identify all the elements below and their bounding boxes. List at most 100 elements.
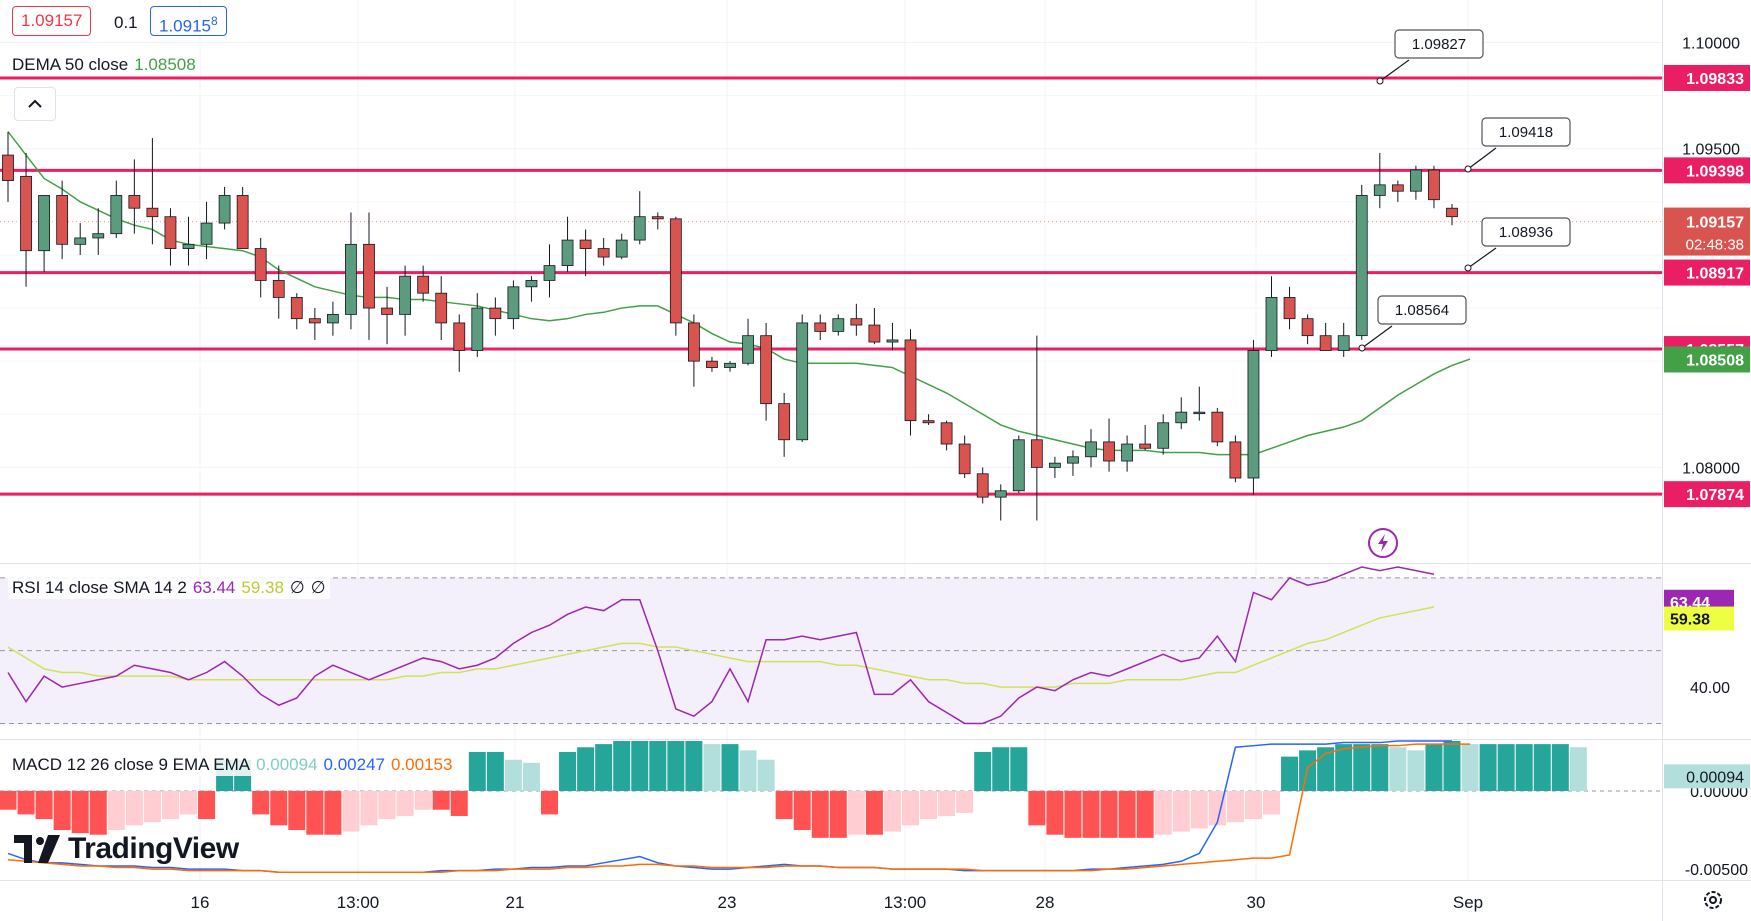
candle xyxy=(832,314,845,336)
macd-histogram-bar xyxy=(414,790,432,810)
macd-histogram-bar xyxy=(721,744,739,791)
time-axis-tick: 16 xyxy=(191,893,210,912)
candle xyxy=(290,293,303,330)
macd-histogram-bar xyxy=(0,790,17,810)
candle-body xyxy=(218,195,231,224)
macd-histogram-bar xyxy=(956,790,974,813)
macd-histogram-bar xyxy=(53,790,71,831)
candle xyxy=(435,276,448,340)
candle xyxy=(1157,414,1170,455)
macd-histogram-bar xyxy=(1010,747,1028,791)
price-callout: 1.08564 xyxy=(1358,295,1467,352)
macd-signal-line xyxy=(7,743,1471,873)
callout-leader xyxy=(1467,147,1497,170)
candle-body xyxy=(669,218,682,324)
candle xyxy=(1049,456,1061,479)
time-axis-tick: 21 xyxy=(506,893,525,912)
candle xyxy=(200,201,213,260)
time-axis-tick: 28 xyxy=(1036,893,1055,912)
candle xyxy=(850,303,863,336)
macd-histogram-bar xyxy=(1371,744,1389,791)
candles xyxy=(2,131,1458,521)
settings-gear-icon[interactable] xyxy=(1701,888,1725,912)
price-level-label-text: 1.09833 xyxy=(1686,71,1744,88)
candle xyxy=(742,318,754,366)
price-level-label-bg xyxy=(1664,157,1750,184)
current-price-label: 1.09157 02:48:38 xyxy=(1664,207,1750,256)
bid-price-box[interactable]: 1.09157 xyxy=(12,6,92,36)
candle-body xyxy=(435,292,448,324)
candle xyxy=(471,293,484,357)
candle-body xyxy=(1301,318,1314,337)
candle-body xyxy=(922,420,935,424)
candle xyxy=(1175,397,1188,430)
candle-body xyxy=(200,222,213,245)
time-axis-tick: 13:00 xyxy=(337,893,380,912)
macd-legend[interactable]: MACD 12 26 close 9 EMA EMA 0.00094 0.00247… xyxy=(8,754,457,776)
macd-histogram-bar xyxy=(649,741,667,791)
callout-anchor xyxy=(1464,264,1472,272)
macd-histogram-bar xyxy=(992,747,1010,791)
candle xyxy=(1247,339,1260,496)
collapse-legend-button[interactable] xyxy=(14,87,56,121)
macd-legend-label: MACD 12 26 close 9 EMA EMA xyxy=(12,755,251,774)
macd-histogram-bar xyxy=(1064,790,1082,838)
ask-price-box[interactable]: 1.09158 xyxy=(150,6,227,36)
rsi-pane: 40.00 63.44 59.38 xyxy=(0,566,1734,725)
candle xyxy=(1211,407,1224,447)
macd-histogram-bar xyxy=(270,790,288,826)
macd-histogram-bar xyxy=(378,790,396,820)
grid-lines xyxy=(0,0,1662,880)
macd-histogram-bar xyxy=(1461,744,1479,791)
callout-leader xyxy=(1379,59,1410,82)
candle-body xyxy=(1283,297,1296,320)
candle xyxy=(724,361,736,372)
candle-body xyxy=(489,307,502,320)
macd-histogram-bar xyxy=(811,790,829,838)
candle xyxy=(886,322,899,351)
candle-body xyxy=(778,403,791,441)
candle-body xyxy=(453,322,466,351)
macd-histogram-bar xyxy=(125,790,143,826)
macd-histogram-bar xyxy=(613,741,631,791)
price-axis-tick: 1.10000 xyxy=(1682,35,1740,52)
callout-anchor xyxy=(1376,77,1384,85)
candle xyxy=(814,314,827,340)
macd-histogram-bar xyxy=(1028,790,1046,826)
macd-histogram-bar xyxy=(1226,790,1244,823)
price-level-label-bg xyxy=(1664,259,1750,286)
candle-body xyxy=(1103,441,1115,462)
callout-label: 1.09418 xyxy=(1499,124,1553,141)
macd-histogram-bar xyxy=(1569,747,1587,791)
candle-body xyxy=(56,195,69,245)
candle-body xyxy=(886,339,899,343)
candle xyxy=(904,329,917,436)
ask-price-main: 1.0915 xyxy=(159,16,211,36)
dema-legend[interactable]: DEMA 50 close 1.08508 xyxy=(8,54,200,76)
macd-histogram-bar xyxy=(1046,790,1064,835)
macd-histogram-bar xyxy=(757,759,775,791)
candle-body xyxy=(958,443,971,475)
candle xyxy=(688,314,700,387)
macd-histogram-bar xyxy=(35,790,53,820)
chevron-up-icon xyxy=(28,99,42,108)
macd-histogram-bar xyxy=(288,790,306,831)
macd-hist-legend-value: 0.00094 xyxy=(256,755,318,774)
macd-histogram-bar xyxy=(1118,790,1136,838)
price-callout: 1.09827 xyxy=(1376,29,1484,85)
time-axis-tick: 23 xyxy=(718,893,737,912)
rsi-legend[interactable]: RSI 14 close SMA 14 2 63.44 59.38 ∅ ∅ xyxy=(8,577,330,599)
price-level-label: 1.09398 xyxy=(1664,157,1750,184)
candle-body xyxy=(290,297,303,320)
candle xyxy=(615,233,628,260)
candle-body xyxy=(254,248,267,281)
macd-signal-legend-value: 0.00153 xyxy=(391,755,453,774)
candle-body xyxy=(1247,350,1260,479)
macd-histogram-bar xyxy=(89,790,107,835)
macd-histogram-bar xyxy=(667,741,685,791)
candle xyxy=(1446,203,1458,226)
candle xyxy=(399,265,412,336)
candle xyxy=(1067,450,1079,476)
lightning-icon[interactable] xyxy=(1368,528,1398,558)
